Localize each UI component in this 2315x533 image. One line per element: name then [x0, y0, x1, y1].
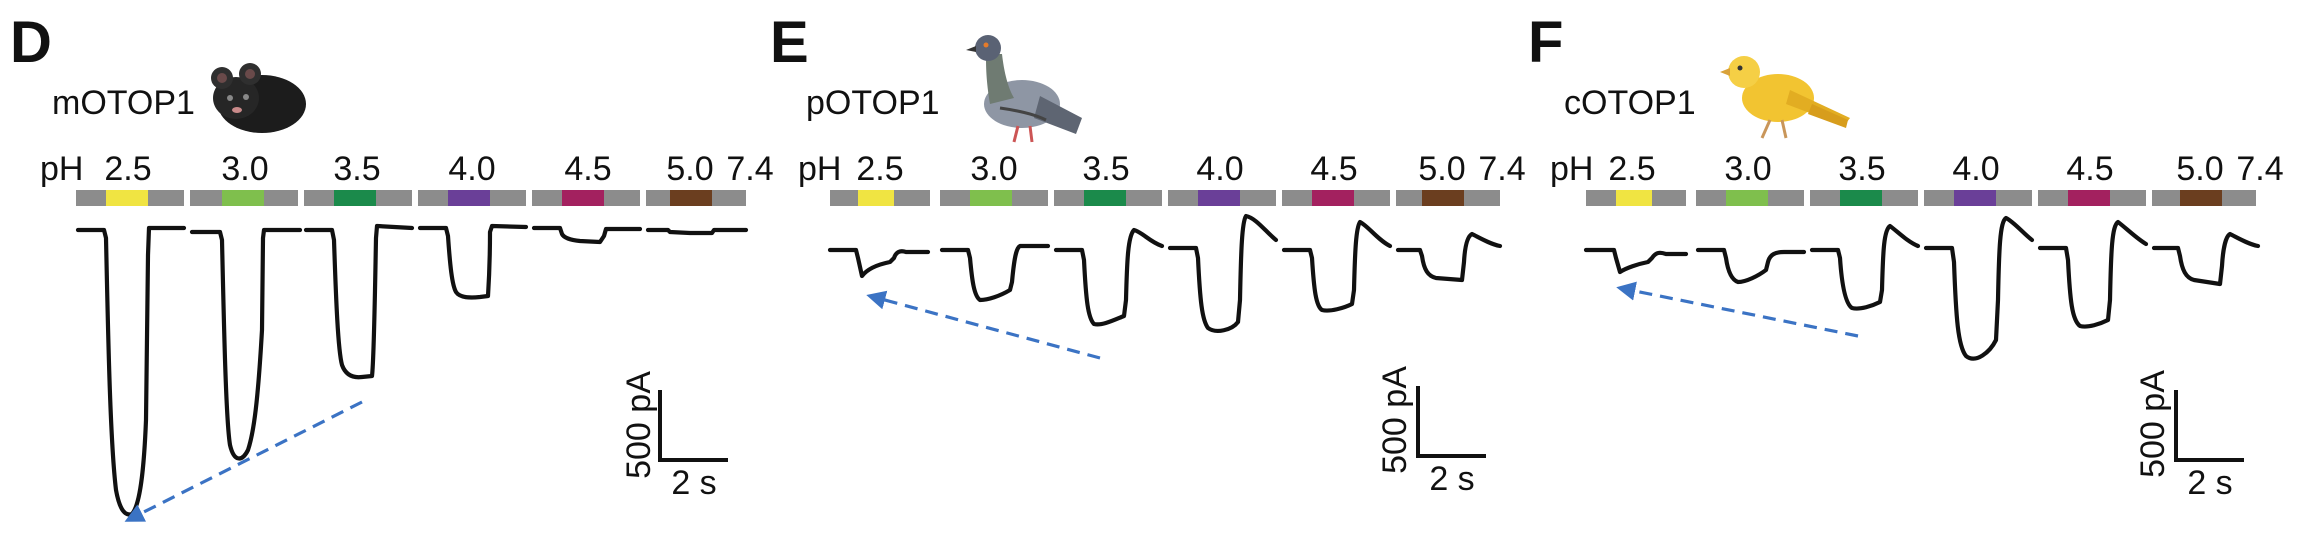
ph-label-2-5: 2.5	[856, 150, 903, 188]
trace-ph-3-0	[189, 227, 303, 461]
ph-stimulus-bars	[76, 190, 746, 206]
ph-bar-3-0	[1726, 190, 1768, 206]
ph-bar-3-0	[222, 190, 264, 206]
ph-label-3-5: 3.5	[1082, 150, 1129, 188]
trend-arrow	[866, 290, 1101, 360]
trace-ph-4-5b	[1395, 231, 1503, 283]
mouse-icon	[211, 63, 306, 133]
current-traces	[827, 213, 1503, 333]
scale-bar: 500 pA 2 s	[620, 371, 728, 502]
panel-letter: E	[770, 10, 809, 75]
ph-label-4-0: 4.0	[1952, 150, 1999, 188]
trace-ph-4-0	[1167, 213, 1279, 333]
ph-bar-2-5	[858, 190, 894, 206]
ph-label-4-5: 4.5	[564, 150, 611, 188]
ph-label-5-0: 5.0	[2176, 150, 2223, 188]
scale-current-label: 500 pA	[620, 371, 658, 479]
trace-ph-3-5	[303, 223, 415, 380]
ph-bar-4-5	[1312, 190, 1354, 206]
ph-bar-4-0	[1198, 190, 1240, 206]
trend-arrow	[1616, 281, 1859, 338]
trace-ph-3-0	[1695, 247, 1807, 285]
scale-bar: 500 pA 2 s	[2134, 370, 2244, 502]
construct-name: cOTOP1	[1564, 84, 1696, 122]
scale-time-label: 2 s	[2187, 464, 2232, 502]
ph-label-5-0: 5.0	[666, 150, 713, 188]
ph-bar-5-0	[2180, 190, 2222, 206]
trend-arrow	[124, 400, 363, 522]
ph-label-5-0: 5.0	[1418, 150, 1465, 188]
ph-bar-4-0	[448, 190, 490, 206]
ph-label-3-5: 3.5	[333, 150, 380, 188]
scale-bar: 500 pA 2 s	[1376, 366, 1486, 498]
ph-label-2-5: 2.5	[1608, 150, 1655, 188]
ph-bar-2-5	[106, 190, 148, 206]
construct-name: pOTOP1	[806, 84, 940, 122]
ph-bar-3-5	[1840, 190, 1882, 206]
ph-label-7-4: 7.4	[726, 150, 773, 188]
trace-ph-4-0	[1923, 215, 2035, 361]
trace-ph-4-5	[2037, 219, 2149, 329]
scale-time-label: 2 s	[1429, 460, 1474, 498]
scale-current-label: 500 pA	[2134, 370, 2172, 478]
scale-current-label: 500 pA	[1376, 366, 1414, 474]
ph-label-4-0: 4.0	[1196, 150, 1243, 188]
ph-bar-5-0	[1422, 190, 1464, 206]
ph-label-4-5: 4.5	[1310, 150, 1357, 188]
trace-ph-3-0	[939, 243, 1051, 303]
panel-f: F cOTOP1 pH 2.5 3.0 3.5 4.0 4.5 5.0 7.4	[1528, 10, 2284, 502]
trace-ph-2-5	[75, 225, 187, 517]
ph-bar-3-5	[1084, 190, 1126, 206]
ph-prefix: pH	[40, 150, 83, 188]
ph-bar-5-0	[670, 190, 712, 206]
canary-icon	[1720, 56, 1850, 139]
ph-stimulus-bars	[1586, 190, 2256, 206]
trace-ph-2-5	[827, 247, 931, 279]
ph-bar-4-5	[562, 190, 604, 206]
trace-ph-4-0	[417, 223, 529, 300]
scale-time-label: 2 s	[671, 464, 716, 502]
ph-label-3-0: 3.0	[970, 150, 1017, 188]
ph-bar-3-5	[334, 190, 376, 206]
panel-e: E pOTOP1 pH 2.5 3.0 3.5 4.0 4.5 5.0 7.4	[770, 10, 1526, 498]
ph-label-7-4: 7.4	[2236, 150, 2283, 188]
panel-d: D mOTOP1 pH 2.5 3.0 3.5 4.0 4.5 5.0 7.4	[10, 10, 774, 522]
ph-prefix: pH	[798, 150, 841, 188]
current-traces	[75, 223, 749, 517]
panel-letter: D	[10, 10, 52, 75]
ph-stimulus-bars	[830, 190, 1500, 206]
ph-label-3-0: 3.0	[1724, 150, 1771, 188]
ph-label-3-0: 3.0	[221, 150, 268, 188]
pigeon-icon	[966, 35, 1082, 143]
ph-prefix: pH	[1550, 150, 1593, 188]
panel-letter: F	[1528, 10, 1563, 75]
trace-ph-2-5	[1583, 247, 1689, 275]
ph-label-4-0: 4.0	[448, 150, 495, 188]
current-traces	[1583, 215, 2261, 361]
ph-label-3-5: 3.5	[1838, 150, 1885, 188]
construct-name: mOTOP1	[52, 84, 195, 122]
ph-label-4-5: 4.5	[2066, 150, 2113, 188]
ph-bar-3-0	[970, 190, 1012, 206]
trace-ph-5-0	[645, 227, 749, 236]
ph-bar-4-0	[1954, 190, 1996, 206]
ph-label-2-5: 2.5	[104, 150, 151, 188]
ph-bar-4-5	[2068, 190, 2110, 206]
trace-ph-4-5	[1281, 219, 1393, 313]
ph-bar-2-5	[1616, 190, 1652, 206]
trace-ph-3-5	[1053, 227, 1165, 327]
trace-ph-3-5	[1809, 223, 1921, 311]
scale-bar-lines	[658, 390, 728, 462]
trace-ph-4-5	[531, 225, 643, 245]
scale-bar-lines	[1416, 386, 1486, 458]
scale-bar-lines	[2174, 390, 2244, 462]
ph-label-7-4: 7.4	[1478, 150, 1525, 188]
trace-ph-5-0	[2151, 231, 2261, 287]
